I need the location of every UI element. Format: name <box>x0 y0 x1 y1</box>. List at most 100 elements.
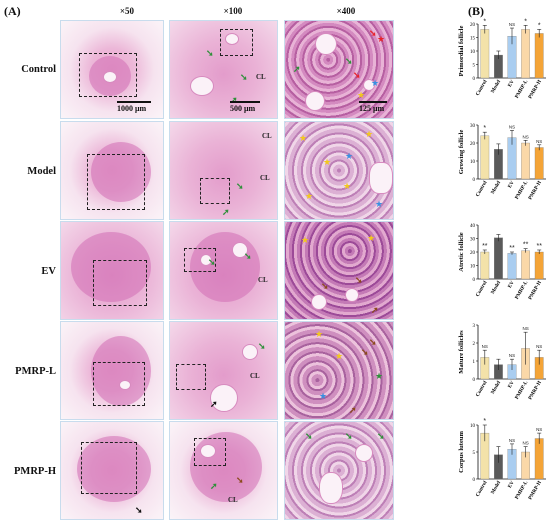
brown-arrow-marker: ➘ <box>321 281 329 291</box>
significance-label: * <box>483 18 486 25</box>
x-tick-label: Control <box>475 79 489 97</box>
bar <box>480 29 490 79</box>
bar <box>480 251 490 280</box>
y-axis-label: Atretic follicle <box>458 232 465 272</box>
green-arrow-marker: ➘ <box>236 181 244 191</box>
y-axis-label: Growing follicle <box>458 130 465 175</box>
panel-b-label: (B) <box>468 4 484 18</box>
bar <box>521 29 530 79</box>
bar <box>507 253 517 280</box>
bar <box>534 33 544 79</box>
brown-arrow-marker: ➘ <box>361 347 369 357</box>
significance-label: ** <box>482 243 488 250</box>
corpus-luteum-label: CL <box>250 372 260 380</box>
chart-mature-follicles: Mature follicles 0 1 2 3 NS Control Model NS EV NS… <box>458 321 548 407</box>
bar <box>534 147 544 180</box>
x-tick-label: PMRP-H <box>527 380 543 401</box>
y-tick-label: 5 <box>473 451 476 456</box>
x-tick-label: EV <box>507 180 516 189</box>
y-tick-label: 10 <box>470 160 476 165</box>
x-tick-label: EV <box>507 79 516 88</box>
y-tick-label: 15 <box>470 37 476 42</box>
black-arrow-marker: ➚ <box>210 399 218 409</box>
scale-bar-high: 125 μm <box>359 101 387 113</box>
micrograph-pmrp-l-x100: CL ➘ ➚ <box>169 321 278 420</box>
chart-growing-follicle: Growing follicle 0 10 20 30 * Control Model NS EV… <box>458 121 548 207</box>
blue-star-marker: ★ <box>345 151 354 161</box>
micrograph-control-x400: ★ ➘ ➘ ★ ★ ➚ ➘ 125 μm <box>284 20 394 119</box>
yellow-star-marker: ★ <box>357 90 366 100</box>
brown-arrow-marker: ➘ <box>369 337 377 347</box>
yellow-star-marker: ★ <box>299 133 308 143</box>
magnification-mid: ×100 <box>223 6 243 16</box>
y-tick-label: 20 <box>470 142 476 147</box>
micrograph-model-x100: CL CL ➘ ➚ <box>169 121 278 220</box>
green-arrow-marker: ➘ <box>240 72 248 82</box>
green-star-marker: ★ <box>375 371 384 381</box>
significance-label: * <box>524 18 527 25</box>
chart-corpus-luteum: Corpus luteum 0 5 10 * Control Model NS EV NS PMRP… <box>458 418 548 507</box>
x-tick-label: PMRP-H <box>527 280 543 301</box>
micrograph-model-x400: ★ ★ ★ ★ ★ ★ ★ <box>284 121 394 220</box>
significance-label: ** <box>523 242 529 249</box>
green-arrow-marker: ➘ <box>208 257 216 267</box>
brown-arrow-marker: ➘ <box>355 275 363 285</box>
micrograph-model-x50 <box>60 121 164 220</box>
blue-star-marker: ★ <box>375 199 384 209</box>
green-arrow-marker: ➘ <box>258 341 266 351</box>
chart-atretic-follicle: Atretic follicle 0 10 20 30 40 ** Control Model *… <box>458 221 548 307</box>
green-arrow-marker: ➚ <box>210 481 218 491</box>
scale-bar-low: 1000 μm <box>117 101 151 113</box>
y-tick-label: 30 <box>470 124 476 129</box>
x-tick-label: Control <box>475 180 489 198</box>
significance-label: NS <box>536 427 542 432</box>
brown-arrow-marker: ➚ <box>349 405 357 415</box>
micrograph-control-x50: 1000 μm <box>60 20 164 119</box>
yellow-star-marker: ★ <box>343 181 352 191</box>
x-tick-label: PMRP-H <box>527 480 543 501</box>
y-tick-label: 0 <box>473 278 476 283</box>
x-tick-label: Model <box>490 380 503 396</box>
black-arrow-marker: ➘ <box>135 505 143 515</box>
y-tick-label: 0 <box>473 178 476 183</box>
row-label-ev: EV <box>41 266 56 277</box>
x-tick-label: Model <box>490 180 503 196</box>
significance-label: ** <box>509 245 515 252</box>
zoom-region-box <box>194 438 226 466</box>
significance-label: NS <box>522 441 528 446</box>
micrograph-pmrp-h-x50: ➘ <box>60 421 164 520</box>
green-arrow-marker: ➘ <box>305 431 313 441</box>
bar <box>480 135 490 180</box>
zoom-region-box <box>93 260 147 306</box>
panel-a-label: (A) <box>4 4 21 18</box>
significance-label: NS <box>522 326 528 331</box>
row-label-model: Model <box>27 166 56 177</box>
bar <box>534 438 544 480</box>
y-tick-label: 0 <box>473 77 476 82</box>
corpus-luteum-label: CL <box>262 132 272 140</box>
significance-label: NS <box>509 22 515 27</box>
x-tick-label: EV <box>507 480 516 489</box>
y-axis-label: Corpus luteum <box>458 431 465 473</box>
yellow-star-marker: ★ <box>367 233 376 243</box>
zoom-region-box <box>93 362 145 406</box>
y-tick-label: 10 <box>470 424 476 429</box>
x-tick-label: EV <box>507 380 516 389</box>
y-tick-label: 3 <box>473 324 476 329</box>
significance-label: NS <box>522 134 528 139</box>
red-arrow-marker: ➘ <box>369 28 377 38</box>
green-arrow-marker: ➘ <box>206 48 214 58</box>
green-arrow-marker: ➘ <box>345 56 353 66</box>
significance-label: NS <box>482 344 488 349</box>
micrograph-pmrp-h-x100: CL ➚ ➘ <box>169 421 278 520</box>
blue-star-marker: ★ <box>371 78 380 88</box>
brown-arrow-marker: ➘ <box>236 475 244 485</box>
y-tick-label: 20 <box>470 23 476 28</box>
significance-label: * <box>538 22 541 29</box>
y-tick-label: 30 <box>470 238 476 243</box>
zoom-region-box <box>81 442 137 494</box>
micrograph-pmrp-l-x50 <box>60 321 164 420</box>
x-tick-label: EV <box>507 280 516 289</box>
micrograph-ev-x100: CL ➘ ➘ <box>169 221 278 320</box>
x-tick-label: PMRP-H <box>527 180 543 201</box>
